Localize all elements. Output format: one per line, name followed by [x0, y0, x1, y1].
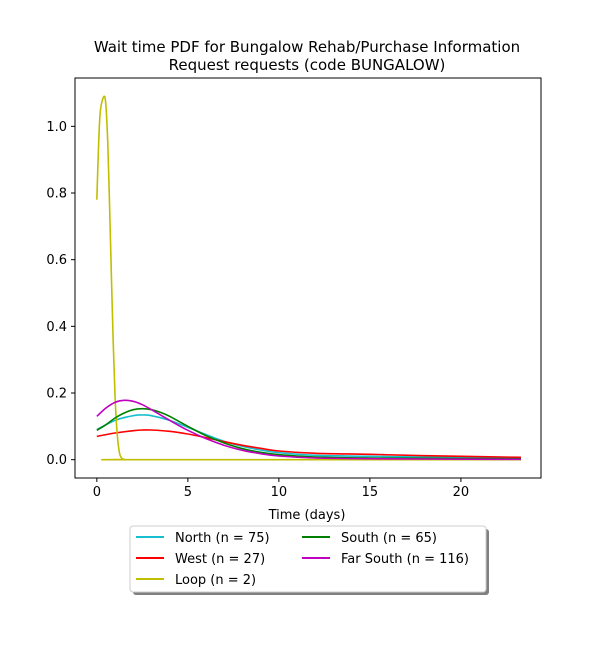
- y-tick-label: 0.6: [46, 253, 67, 268]
- y-tick-label: 0.4: [46, 320, 67, 335]
- series-line-0: [96, 414, 521, 459]
- x-tick-label: 20: [453, 485, 470, 500]
- x-tick-label: 15: [362, 485, 379, 500]
- y-tick-label: 1.0: [46, 120, 67, 135]
- x-axis-label: Time (days): [268, 508, 346, 523]
- y-axis: 0.0 0.2 0.4 0.6 0.8 1.0: [46, 120, 75, 468]
- legend-entry-label: Far South (n = 116): [341, 552, 469, 567]
- chart-title-line2: Request requests (code BUNGALOW): [169, 56, 446, 74]
- x-tick-label: 10: [271, 485, 288, 500]
- y-tick-label: 0.0: [46, 453, 67, 468]
- x-tick-label: 0: [93, 485, 101, 500]
- legend-entry-label: North (n = 75): [175, 531, 270, 546]
- series-line-4: [96, 399, 521, 461]
- x-tick-label: 5: [184, 485, 192, 500]
- y-tick-label: 0.2: [46, 387, 67, 402]
- legend-entry-label: Loop (n = 2): [175, 573, 256, 588]
- series-line-1: [96, 429, 521, 459]
- plot-frame: [74, 77, 542, 479]
- series-layer: [96, 95, 521, 461]
- legend-entries: North (n = 75) West (n = 27) Loop (n = 2) S…: [136, 531, 469, 588]
- series-line-3: [96, 407, 521, 460]
- legend-entry-label: South (n = 65): [341, 531, 437, 546]
- chart-title-line1: Wait time PDF for Bungalow Rehab/Purchas…: [94, 38, 520, 56]
- legend: North (n = 75) West (n = 27) Loop (n = 2) S…: [129, 525, 489, 595]
- series-line-2: [96, 95, 521, 461]
- x-axis: 0 5 10 15 20: [93, 478, 469, 500]
- legend-entry-label: West (n = 27): [175, 552, 265, 567]
- y-tick-label: 0.8: [46, 187, 67, 202]
